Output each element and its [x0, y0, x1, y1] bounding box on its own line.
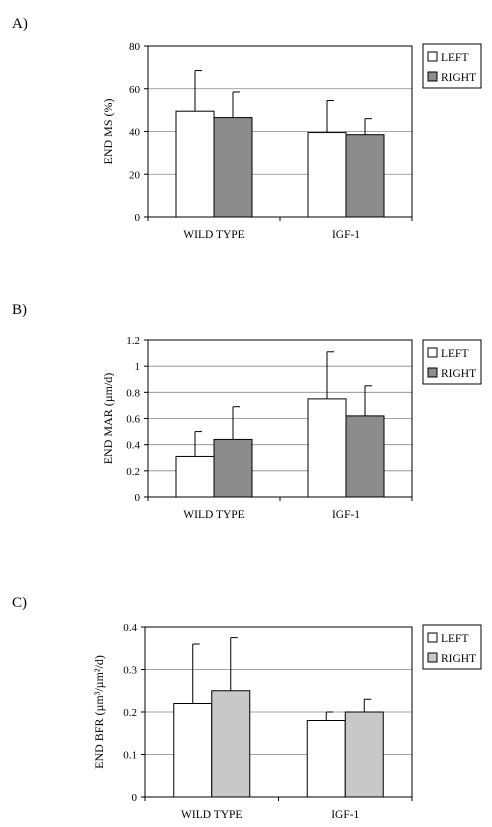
- y-tick-label: 0.4: [123, 622, 137, 634]
- y-tick-label: 0: [135, 492, 141, 504]
- y-axis-label: END BFR (µm³/µm²/d): [92, 655, 106, 769]
- y-tick-label: 0: [135, 212, 141, 224]
- legend-label-left: LEFT: [441, 52, 468, 64]
- bar-right-2: [345, 134, 385, 218]
- bar-left-1: [173, 703, 213, 798]
- bar-right-1: [213, 438, 253, 498]
- y-tick-label: 1.2: [126, 335, 140, 347]
- y-tick-label: 0.3: [123, 665, 137, 677]
- legend-swatch-right: [427, 367, 438, 378]
- legend-label-left: LEFT: [441, 348, 468, 360]
- y-tick-label: 0.1: [123, 750, 137, 762]
- y-tick-label: 0.8: [126, 387, 140, 399]
- y-tick-label: 40: [129, 127, 141, 139]
- bar-left-2: [307, 398, 347, 498]
- y-tick-label: 20: [129, 169, 141, 181]
- bar-right-2: [345, 415, 385, 498]
- y-axis-label: END MS (%): [101, 99, 115, 165]
- bar-right-2: [344, 711, 384, 798]
- panel-label-b: B): [12, 302, 27, 318]
- bar-left-1: [175, 455, 215, 498]
- panel-label-a: A): [12, 16, 28, 32]
- chart-panel-2: 0 0.2 0.4 0.6 0.8 1 1.2 END MAR (µm/d) WILD TYPE…: [101, 335, 482, 521]
- x-category-label: IGF-1: [331, 809, 359, 821]
- bar-left-1: [175, 110, 215, 218]
- y-tick-label: 0.4: [126, 440, 140, 452]
- y-tick-label: 60: [129, 84, 141, 96]
- x-category-label: WILD TYPE: [181, 809, 242, 821]
- legend-swatch-left: [427, 51, 438, 62]
- bar-left-2: [307, 132, 347, 218]
- panel-label-c: C): [12, 595, 27, 611]
- x-category-label: WILD TYPE: [183, 509, 244, 521]
- y-tick-label: 1: [135, 361, 141, 373]
- bar-left-2: [306, 720, 346, 798]
- x-category-label: WILD TYPE: [183, 229, 244, 241]
- legend-label-right: RIGHT: [441, 72, 476, 84]
- bar-right-1: [213, 117, 253, 218]
- legend-swatch-left: [427, 632, 438, 643]
- x-category-label: IGF-1: [332, 229, 360, 241]
- legend-label-left: LEFT: [441, 633, 468, 645]
- y-tick-label: 80: [129, 41, 141, 53]
- y-tick-label: 0.2: [126, 466, 140, 478]
- x-category-label: IGF-1: [332, 509, 360, 521]
- legend-swatch-right: [427, 652, 438, 663]
- legend-label-right: RIGHT: [441, 653, 476, 665]
- y-tick-label: 0: [132, 792, 138, 804]
- chart-panel-1: 0 20 40 60 80 END MS (%) WILD TYPE IGF-1 LEFT RIG…: [101, 41, 482, 241]
- chart-panel-3: 0 0.1 0.2 0.3 0.4 END BFR (µm³/µm²/d) WILD TYP…: [92, 622, 482, 821]
- legend-swatch-right: [427, 71, 438, 82]
- legend-swatch-left: [427, 347, 438, 358]
- bar-right-1: [211, 690, 251, 798]
- legend-label-right: RIGHT: [441, 368, 476, 380]
- y-axis-label: END MAR (µm/d): [101, 373, 115, 465]
- y-tick-label: 0.2: [123, 707, 137, 719]
- y-tick-label: 0.6: [126, 414, 140, 426]
